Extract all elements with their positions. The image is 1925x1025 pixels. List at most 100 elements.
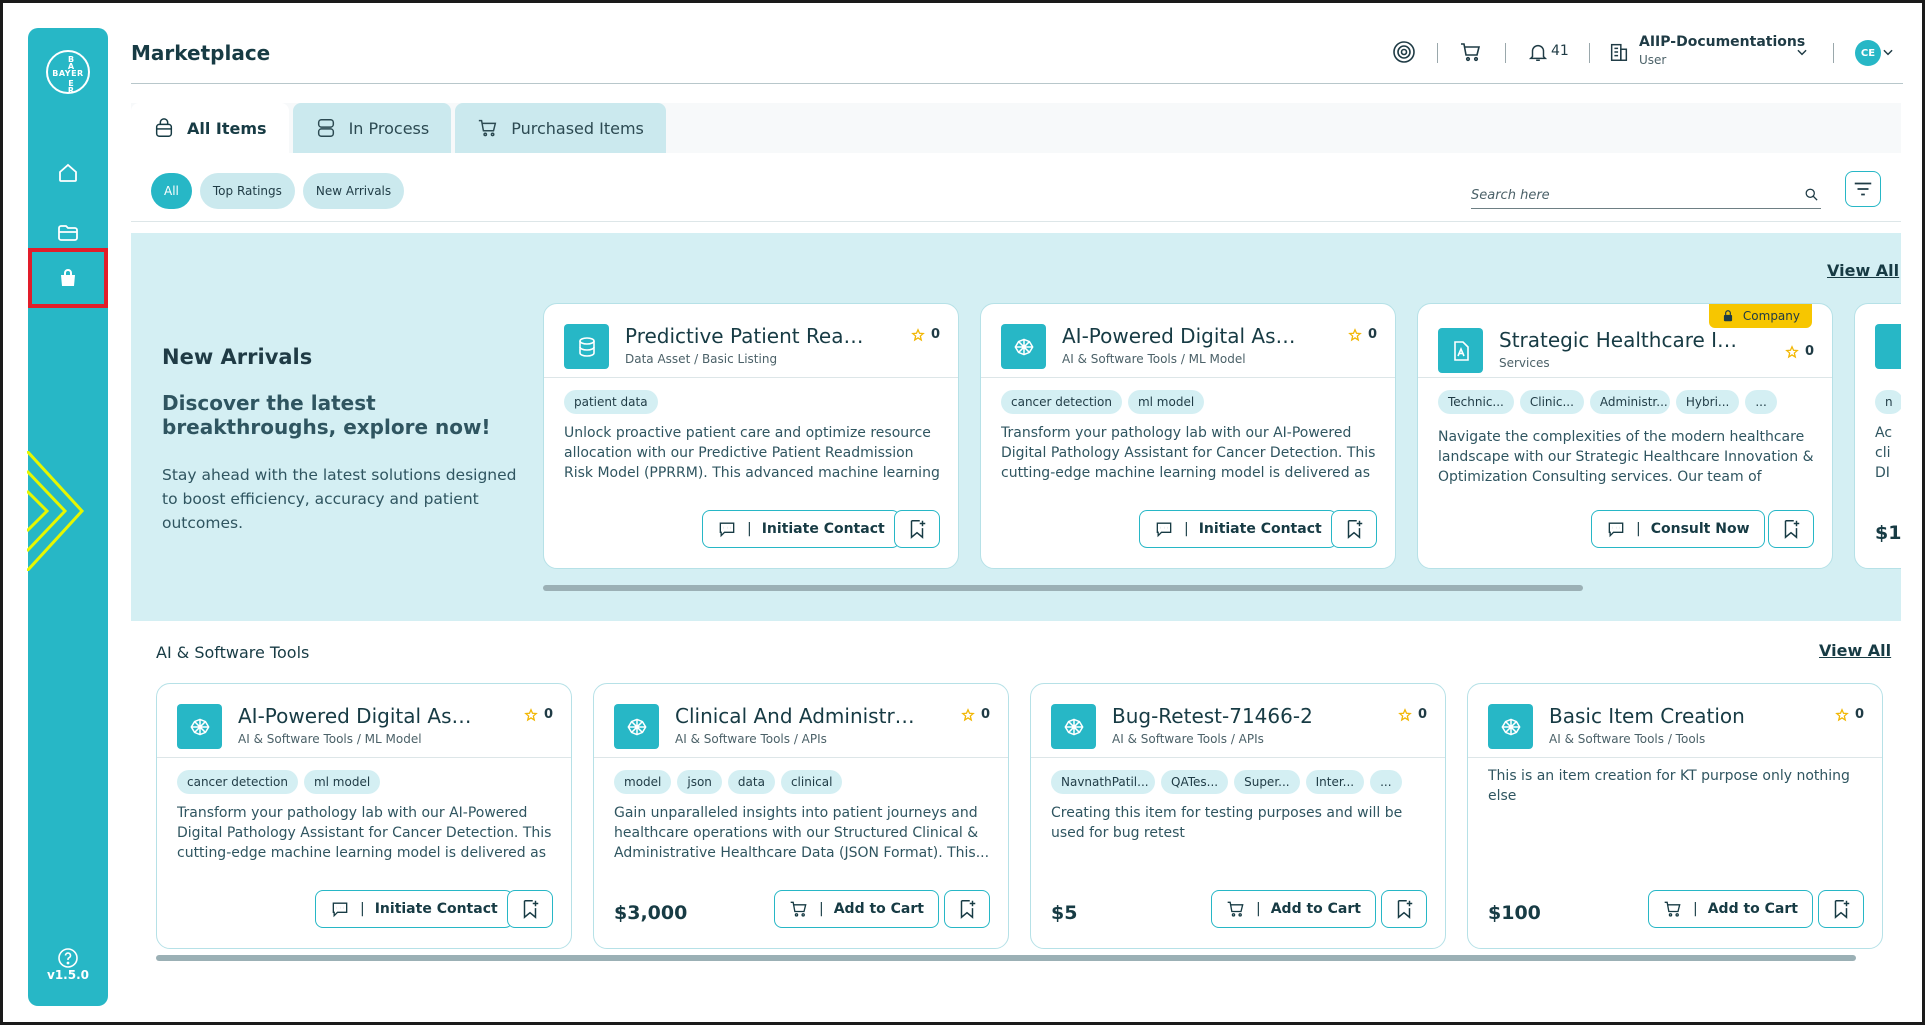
new-arrivals-scrollbar[interactable] <box>543 585 1583 591</box>
tag-more[interactable]: ... <box>1745 390 1777 414</box>
workspace-dropdown[interactable] <box>1789 39 1815 65</box>
filter-icon <box>1854 182 1872 196</box>
new-arrivals-subheading: Discover the latest breakthroughs, explo… <box>162 391 491 439</box>
card-title[interactable]: Strategic Healthcare Inn... <box>1499 328 1739 352</box>
filters-divider <box>131 221 1901 222</box>
card-description: Unlock proactive patient care and optimi… <box>564 425 940 481</box>
card-category: Services <box>1499 356 1550 370</box>
initiate-contact-button[interactable]: | Initiate Contact <box>1139 510 1337 548</box>
settings-button[interactable] <box>1391 39 1417 65</box>
ai-tools-view-all[interactable]: View All <box>1819 641 1892 660</box>
card-title[interactable]: Basic Item Creation <box>1549 704 1745 728</box>
card-title[interactable]: Bug-Retest-71466-2 <box>1112 704 1313 728</box>
card-description: This is an item creation for KT purpose … <box>1488 768 1850 804</box>
card-title[interactable]: Clinical And Administrati... <box>675 704 915 728</box>
button-label: Initiate Contact <box>374 901 498 917</box>
shopping-bag-icon <box>61 269 75 286</box>
ai-tools-scrollbar[interactable] <box>156 955 1856 961</box>
bookmark-button[interactable] <box>1331 510 1377 548</box>
bookmark-button[interactable] <box>944 890 990 928</box>
sidebar-item-home[interactable] <box>28 143 108 203</box>
tag-more[interactable]: ... <box>1370 770 1402 794</box>
card-description: Transform your pathology lab with our AI… <box>1001 425 1376 481</box>
product-card[interactable]: Predictive Patient Read... Data Asset / … <box>543 303 959 569</box>
card-title[interactable]: AI-Powered Digital Assi... <box>238 704 478 728</box>
product-card[interactable]: Bug-Retest-71466-2 AI & Software Tools /… <box>1030 683 1446 949</box>
filter-all[interactable]: All <box>151 173 192 209</box>
card-price: $5 <box>1051 902 1078 924</box>
rating-value: 0 <box>543 707 553 722</box>
filter-button[interactable] <box>1845 171 1881 207</box>
filter-top-ratings[interactable]: Top Ratings <box>199 173 295 209</box>
card-divider <box>981 377 1395 378</box>
bookmark-button[interactable] <box>1818 890 1864 928</box>
add-to-cart-button[interactable]: | Add to Cart <box>1648 890 1813 928</box>
consult-now-button[interactable]: | Consult Now <box>1591 510 1765 548</box>
star-icon <box>1835 707 1849 721</box>
sidebar-item-marketplace[interactable] <box>28 248 108 308</box>
star-icon <box>961 707 975 721</box>
card-icon-wrap <box>564 324 609 369</box>
header-separator <box>1833 43 1834 63</box>
avatar[interactable]: CE <box>1855 40 1881 66</box>
card-description: Creating this item for testing purposes … <box>1051 805 1403 841</box>
initiate-contact-button[interactable]: | Initiate Contact <box>702 510 900 548</box>
filter-new-arrivals[interactable]: New Arrivals <box>302 173 405 209</box>
chat-icon <box>719 522 735 538</box>
card-divider <box>544 377 958 378</box>
tab-all-items[interactable]: All Items <box>131 103 289 153</box>
search-box <box>1471 183 1821 209</box>
profile-dropdown[interactable] <box>1879 39 1897 65</box>
tag: Technic... <box>1438 390 1514 414</box>
card-tags: patient data <box>564 390 658 414</box>
initiate-contact-button[interactable]: | Initiate Contact <box>315 890 513 928</box>
product-card[interactable]: AI-Powered Digital Assi... AI & Software… <box>156 683 572 949</box>
search-input[interactable] <box>1471 183 1791 207</box>
card-category: AI & Software Tools / ML Model <box>1062 352 1246 366</box>
decorative-chevrons <box>27 451 85 571</box>
cart-icon <box>1461 43 1481 62</box>
bookmark-button[interactable] <box>507 890 553 928</box>
add-to-cart-button[interactable]: | Add to Cart <box>1211 890 1376 928</box>
product-card[interactable]: Clinical And Administrati... AI & Softwa… <box>593 683 1009 949</box>
ai-tools-heading: AI & Software Tools <box>156 643 310 662</box>
card-title[interactable]: Predictive Patient Read... <box>625 324 865 348</box>
search-icon[interactable] <box>1804 187 1819 202</box>
tab-in-process[interactable]: In Process <box>292 103 452 153</box>
star-icon <box>524 707 538 721</box>
help-button[interactable] <box>28 928 108 988</box>
sidebar-item-folder[interactable] <box>28 203 108 263</box>
product-card[interactable]: Company Strategic Healthcare Inn... Serv… <box>1417 303 1833 569</box>
button-separator: | <box>819 901 824 917</box>
bookmark-button[interactable] <box>1381 890 1427 928</box>
filter-chips: All Top Ratings New Arrivals <box>151 173 405 209</box>
bookmark-button[interactable] <box>894 510 940 548</box>
card-category: AI & Software Tools / ML Model <box>238 732 422 746</box>
card-category: AI & Software Tools / APIs <box>675 732 827 746</box>
cart-button[interactable] <box>1458 39 1484 65</box>
bayer-logo[interactable]: B A BAYER E R <box>46 50 90 95</box>
new-arrivals-heading: New Arrivals <box>162 345 313 369</box>
bookmark-button[interactable] <box>1768 510 1814 548</box>
button-separator: | <box>1636 521 1641 537</box>
add-to-cart-button[interactable]: | Add to Cart <box>774 890 939 928</box>
brain-icon <box>626 718 647 735</box>
notifications-button[interactable] <box>1525 39 1551 65</box>
product-card[interactable]: Basic Item Creation AI & Software Tools … <box>1467 683 1883 949</box>
card-title[interactable]: AI-Powered Digital Assi... <box>1062 324 1302 348</box>
product-card[interactable]: AI-Powered Digital Assi... AI & Software… <box>980 303 1396 569</box>
cart-icon <box>1227 901 1244 917</box>
new-arrivals-view-all[interactable]: View All <box>1827 261 1900 280</box>
tab-purchased-items[interactable]: Purchased Items <box>455 103 666 153</box>
card-rating: 0 <box>1348 327 1377 342</box>
tag: model <box>614 770 672 794</box>
button-separator: | <box>747 521 752 537</box>
items-panel: All Top Ratings New Arrivals New Arrival… <box>131 153 1901 1005</box>
workspace-name[interactable]: AIIP-Documentations <box>1639 34 1806 50</box>
tag: Super... <box>1234 770 1300 794</box>
tag: Hybri... <box>1675 390 1740 414</box>
product-card-partial[interactable]: n Ac cli DI $1 <box>1854 303 1901 569</box>
star-icon <box>1785 344 1799 358</box>
tag: NavnathPatil... <box>1051 770 1155 794</box>
gear-icon <box>1393 41 1415 63</box>
